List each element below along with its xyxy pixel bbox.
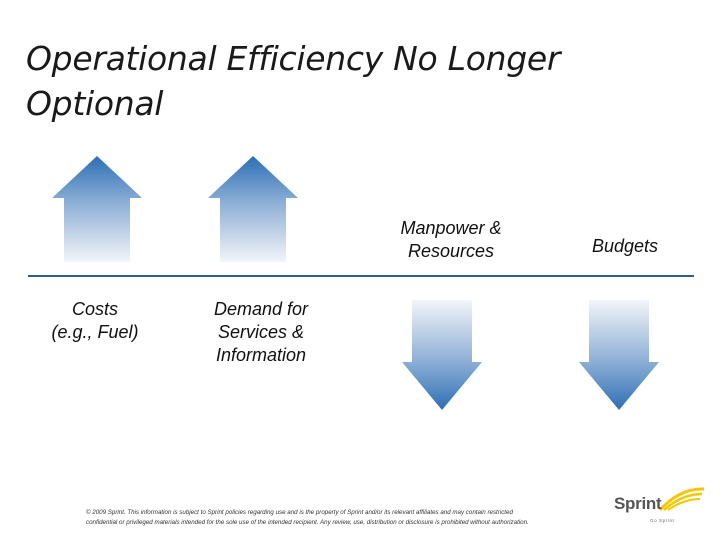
label-line: Resources	[407, 241, 495, 261]
divider-line	[28, 275, 694, 277]
label-line: Costs	[71, 299, 118, 319]
up-arrow-icon	[208, 156, 298, 262]
copyright-footer: © 2009 Sprint. This information is subje…	[86, 508, 606, 527]
sprint-logo: Sprint Go Sprint	[612, 486, 712, 530]
footer-line: confidential or privileged materials int…	[86, 518, 529, 526]
label-line: Services &	[217, 322, 305, 342]
label-line: Information	[215, 345, 307, 365]
slide-title: Operational Efficiency No Longer Optiona…	[26, 36, 626, 126]
logo-wordmark: Sprint	[614, 494, 662, 513]
title-line-2: Optional	[26, 84, 164, 123]
up-arrow-icon	[52, 156, 142, 262]
down-arrow-icon	[402, 300, 482, 410]
down-arrow-icon	[579, 300, 659, 410]
label-manpower: Manpower & Resources	[386, 217, 516, 263]
label-costs: Costs (e.g., Fuel)	[30, 298, 160, 344]
logo-tagline: Go Sprint	[650, 518, 675, 523]
label-budgets: Budgets	[570, 235, 680, 258]
sprint-wing-icon	[658, 487, 705, 512]
label-line: Manpower &	[400, 218, 502, 238]
label-demand: Demand for Services & Information	[196, 298, 326, 367]
label-line: (e.g., Fuel)	[51, 322, 139, 342]
footer-line: © 2009 Sprint. This information is subje…	[86, 509, 513, 516]
title-line-1: Operational Efficiency No Longer	[26, 39, 561, 78]
label-line: Budgets	[591, 236, 659, 256]
label-line: Demand for	[213, 299, 309, 319]
